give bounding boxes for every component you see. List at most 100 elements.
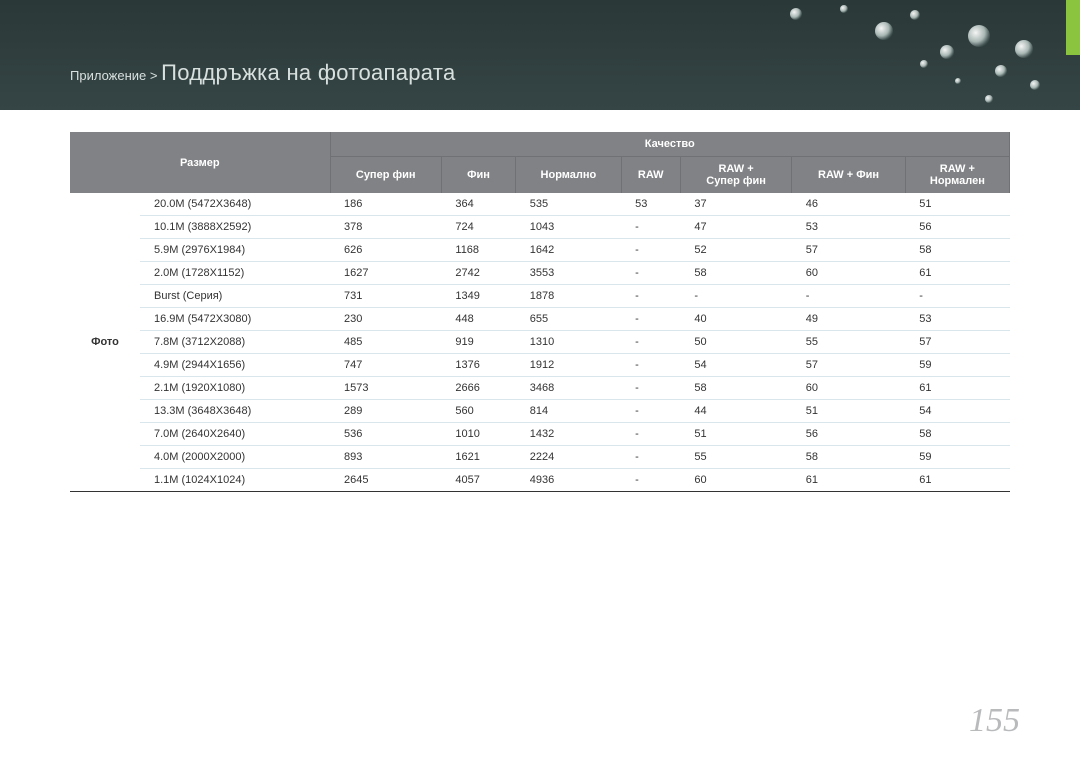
row-category-label: Фото — [70, 193, 140, 492]
value-cell: 4936 — [516, 469, 621, 492]
capacity-table: Размер Качество Супер финФинНормалноRAWR… — [70, 132, 1010, 492]
decor-dot — [840, 5, 848, 13]
value-cell: - — [621, 400, 680, 423]
value-cell: 724 — [441, 216, 515, 239]
value-cell: - — [621, 469, 680, 492]
value-cell: 50 — [680, 331, 791, 354]
value-cell: - — [621, 308, 680, 331]
column-header-quality-sub: Фин — [441, 157, 515, 194]
value-cell: 626 — [330, 239, 441, 262]
value-cell: 485 — [330, 331, 441, 354]
table-body: Фото20.0M (5472X3648)18636453553374651 10… — [70, 193, 1010, 492]
column-header-quality-sub: Супер фин — [330, 157, 441, 194]
value-cell: 44 — [680, 400, 791, 423]
column-header-quality-sub: RAW + Фин — [792, 157, 905, 194]
value-cell: 52 — [680, 239, 791, 262]
breadcrumb-prefix: Приложение > — [70, 68, 161, 83]
value-cell: - — [621, 216, 680, 239]
size-cell: 16.9M (5472X3080) — [140, 308, 330, 331]
value-cell: 61 — [905, 469, 1009, 492]
table-row: Burst (Серия)73113491878---- — [70, 285, 1010, 308]
value-cell: 57 — [905, 331, 1009, 354]
decor-dot — [790, 8, 802, 20]
value-cell: 289 — [330, 400, 441, 423]
value-cell: 535 — [516, 193, 621, 216]
table-row: 2.0M (1728X1152)162727423553-586061 — [70, 262, 1010, 285]
value-cell: 2645 — [330, 469, 441, 492]
decor-dot — [875, 22, 893, 40]
value-cell: 186 — [330, 193, 441, 216]
page-title: Поддръжка на фотоапарата — [161, 60, 455, 85]
value-cell: 2224 — [516, 446, 621, 469]
value-cell: 58 — [680, 377, 791, 400]
value-cell: 3553 — [516, 262, 621, 285]
value-cell: 57 — [792, 354, 905, 377]
value-cell: 51 — [680, 423, 791, 446]
value-cell: 56 — [905, 216, 1009, 239]
value-cell: 61 — [905, 377, 1009, 400]
value-cell: 747 — [330, 354, 441, 377]
value-cell: 60 — [680, 469, 791, 492]
table-header: Размер Качество Супер финФинНормалноRAWR… — [70, 132, 1010, 193]
decor-dot — [995, 65, 1007, 77]
size-cell: 7.8M (3712X2088) — [140, 331, 330, 354]
value-cell: 59 — [905, 354, 1009, 377]
value-cell: 560 — [441, 400, 515, 423]
size-cell: 1.1M (1024X1024) — [140, 469, 330, 492]
value-cell: 46 — [792, 193, 905, 216]
value-cell: 378 — [330, 216, 441, 239]
value-cell: 51 — [905, 193, 1009, 216]
value-cell: 56 — [792, 423, 905, 446]
value-cell: 53 — [621, 193, 680, 216]
value-cell: - — [621, 285, 680, 308]
size-cell: 13.3M (3648X3648) — [140, 400, 330, 423]
value-cell: 1349 — [441, 285, 515, 308]
table-row: 7.0M (2640X2640)53610101432-515658 — [70, 423, 1010, 446]
header-band: Приложение > Поддръжка на фотоапарата — [0, 0, 1080, 110]
value-cell: - — [792, 285, 905, 308]
value-cell: 4057 — [441, 469, 515, 492]
value-cell: 60 — [792, 377, 905, 400]
size-cell: 2.0M (1728X1152) — [140, 262, 330, 285]
size-cell: 2.1M (1920X1080) — [140, 377, 330, 400]
value-cell: 58 — [905, 423, 1009, 446]
column-header-quality-sub: RAW +Нормален — [905, 157, 1009, 194]
value-cell: 59 — [905, 446, 1009, 469]
table-row: 2.1M (1920X1080)157326663468-586061 — [70, 377, 1010, 400]
table-row: Фото20.0M (5472X3648)18636453553374651 — [70, 193, 1010, 216]
value-cell: 58 — [792, 446, 905, 469]
value-cell: - — [621, 446, 680, 469]
value-cell: 1912 — [516, 354, 621, 377]
value-cell: 655 — [516, 308, 621, 331]
column-header-quality-sub: RAW +Супер фин — [680, 157, 791, 194]
size-cell: 20.0M (5472X3648) — [140, 193, 330, 216]
value-cell: 731 — [330, 285, 441, 308]
value-cell: 1642 — [516, 239, 621, 262]
decor-dot — [1030, 80, 1040, 90]
value-cell: 54 — [680, 354, 791, 377]
value-cell: 61 — [792, 469, 905, 492]
value-cell: 61 — [905, 262, 1009, 285]
value-cell: 54 — [905, 400, 1009, 423]
value-cell: 1376 — [441, 354, 515, 377]
value-cell: 55 — [680, 446, 791, 469]
size-cell: Burst (Серия) — [140, 285, 330, 308]
size-cell: 4.9M (2944X1656) — [140, 354, 330, 377]
decor-dot — [910, 10, 920, 20]
size-cell: 4.0M (2000X2000) — [140, 446, 330, 469]
breadcrumb: Приложение > Поддръжка на фотоапарата — [70, 60, 456, 86]
value-cell: 3468 — [516, 377, 621, 400]
table-row: 16.9M (5472X3080)230448655-404953 — [70, 308, 1010, 331]
value-cell: 53 — [905, 308, 1009, 331]
value-cell: 60 — [792, 262, 905, 285]
value-cell: - — [621, 423, 680, 446]
value-cell: - — [621, 331, 680, 354]
value-cell: 1627 — [330, 262, 441, 285]
content-area: Размер Качество Супер финФинНормалноRAWR… — [0, 110, 1080, 492]
column-header-quality-sub: RAW — [621, 157, 680, 194]
value-cell: 49 — [792, 308, 905, 331]
value-cell: 536 — [330, 423, 441, 446]
decor-dot — [940, 45, 954, 59]
value-cell: 1010 — [441, 423, 515, 446]
value-cell: 230 — [330, 308, 441, 331]
